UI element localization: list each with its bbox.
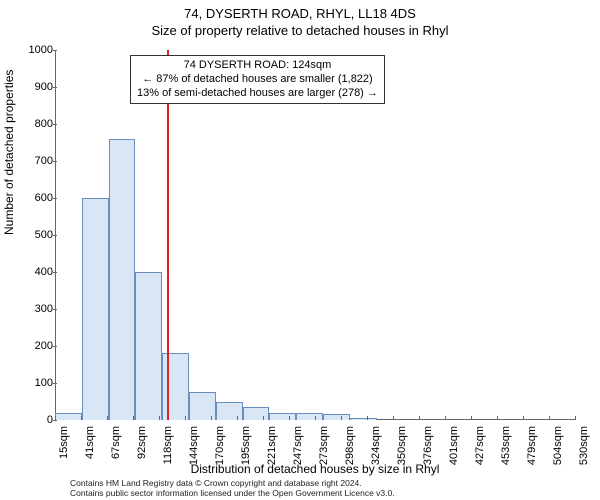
y-tick: 100	[20, 377, 53, 389]
page-title-address: 74, DYSERTH ROAD, RHYL, LL18 4DS	[0, 0, 600, 21]
x-tick: 376sqm	[422, 426, 434, 465]
page-title-subtitle: Size of property relative to detached ho…	[0, 21, 600, 38]
y-tick: 1000	[20, 44, 53, 56]
x-tick: 221sqm	[266, 426, 278, 465]
x-axis: 15sqm41sqm67sqm92sqm118sqm144sqm170sqm19…	[55, 420, 575, 460]
y-axis-label: Number of detached properties	[2, 70, 16, 235]
y-tick: 900	[20, 81, 53, 93]
x-tick: 92sqm	[136, 426, 148, 459]
histogram-bar	[82, 198, 109, 420]
reference-line	[167, 50, 169, 420]
x-tick: 195sqm	[240, 426, 252, 465]
x-tick: 479sqm	[526, 426, 538, 465]
histogram-bar	[269, 413, 296, 420]
annotation-line2: ← 87% of detached houses are smaller (1,…	[137, 73, 378, 87]
histogram-bar	[109, 139, 136, 420]
footer-attribution: Contains HM Land Registry data © Crown c…	[70, 478, 395, 498]
y-tick: 800	[20, 118, 53, 130]
histogram-bar	[243, 407, 270, 420]
x-tick: 350sqm	[396, 426, 408, 465]
histogram-bar	[216, 402, 243, 421]
histogram-bar	[135, 272, 162, 420]
footer-line1: Contains HM Land Registry data © Crown c…	[70, 478, 395, 488]
x-tick: 247sqm	[292, 426, 304, 465]
y-tick: 400	[20, 266, 53, 278]
x-tick: 118sqm	[162, 426, 174, 464]
x-tick: 67sqm	[110, 426, 122, 459]
y-tick: 500	[20, 229, 53, 241]
x-tick: 170sqm	[214, 426, 226, 465]
x-tick: 41sqm	[84, 426, 96, 459]
x-tick: 427sqm	[474, 426, 486, 465]
y-tick: 700	[20, 155, 53, 167]
annotation-line1: 74 DYSERTH ROAD: 124sqm	[137, 59, 378, 73]
histogram-bars	[55, 50, 575, 420]
annotation-line3: 13% of semi-detached houses are larger (…	[137, 87, 378, 101]
footer-line2: Contains public sector information licen…	[70, 488, 395, 498]
y-tick: 0	[20, 414, 53, 426]
x-tick: 504sqm	[552, 426, 564, 465]
x-tick: 453sqm	[500, 426, 512, 465]
y-tick: 600	[20, 192, 53, 204]
histogram-bar	[296, 413, 323, 420]
x-axis-label: Distribution of detached houses by size …	[55, 462, 575, 476]
x-tick: 273sqm	[318, 426, 330, 465]
y-tick: 300	[20, 303, 53, 315]
x-tick: 324sqm	[370, 426, 382, 465]
annotation-box: 74 DYSERTH ROAD: 124sqm ← 87% of detache…	[130, 55, 385, 104]
x-tick: 15sqm	[58, 426, 70, 459]
x-tick: 530sqm	[578, 426, 590, 465]
histogram-bar	[55, 413, 82, 420]
x-tick: 401sqm	[448, 426, 460, 465]
x-tick: 298sqm	[344, 426, 356, 465]
chart-area: 74 DYSERTH ROAD: 124sqm ← 87% of detache…	[55, 50, 575, 420]
y-axis: 01002003004005006007008009001000	[20, 50, 53, 420]
y-tick: 200	[20, 340, 53, 352]
x-tick: 144sqm	[188, 426, 200, 465]
